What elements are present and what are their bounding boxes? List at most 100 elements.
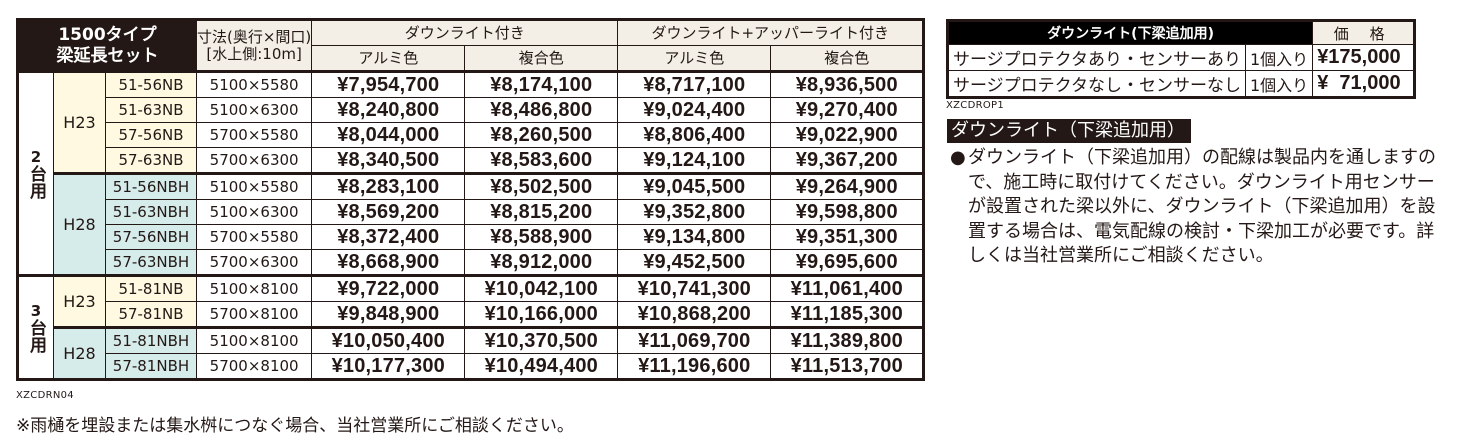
dimensions: 5700×8100 xyxy=(195,301,313,328)
option-name: サージプロテクタあり・センサーあり xyxy=(947,44,1246,71)
option-quantity: 1個入り xyxy=(1244,70,1314,98)
price-cell: ¥8,240,800 xyxy=(311,97,466,123)
height-group-label: H23 xyxy=(53,70,106,174)
model-code: 57-56NBH xyxy=(105,224,197,250)
dimensions: 5700×6300 xyxy=(195,249,313,276)
price-cell: ¥11,513,700 xyxy=(770,353,925,380)
price-cell: ¥9,722,000 xyxy=(311,274,466,302)
color-header-aluminum: アルミ色 xyxy=(311,45,466,72)
model-code: 51-63NB xyxy=(105,97,197,123)
price-cell: ¥10,050,400 xyxy=(311,326,466,354)
dimension-header: 寸法(奥行×間口) [水上側:10m] xyxy=(195,19,313,72)
price-cell: ¥10,370,500 xyxy=(464,326,619,354)
price-cell: ¥11,389,800 xyxy=(770,326,925,354)
height-group-label: H28 xyxy=(53,326,106,380)
option-price: ¥175,000 xyxy=(1312,44,1416,71)
price-cell: ¥9,452,500 xyxy=(617,249,772,276)
price-cell: ¥8,717,100 xyxy=(617,70,772,98)
unit-count-text: 台用 xyxy=(26,164,46,199)
main-price-table-container: 1500タイプ 梁延長セット 寸法(奥行×間口) [水上側:10m] ダウンライ… xyxy=(16,18,926,381)
table-row: 57-63NBH 5700×6300 ¥8,668,900 ¥8,912,000… xyxy=(18,249,925,276)
price-cell: ¥9,264,900 xyxy=(770,172,925,200)
price-cell: ¥7,954,700 xyxy=(311,70,466,98)
price-cell: ¥11,061,400 xyxy=(770,274,925,302)
option-table-container: ダウンライト(下梁追加用) 価 格 サージプロテクタあり・センサーあり 1個入り… xyxy=(946,19,1417,99)
table-row: H28 51-81NBH 5100×8100 ¥10,050,400 ¥10,3… xyxy=(18,326,925,380)
price-cell: ¥8,260,500 xyxy=(464,122,619,148)
table-row: 57-81NBH 5700×8100 ¥10,177,300 ¥10,494,4… xyxy=(18,353,925,380)
price-cell: ¥8,340,500 xyxy=(311,147,466,174)
note-paragraph: ● ダウンライト（下梁追加用）の配線は製品内を通しますので、施工時に取付けてくだ… xyxy=(950,146,1450,269)
unit-count-label: 2 台用 xyxy=(17,70,54,276)
height-group-label: H28 xyxy=(53,172,106,276)
dimensions: 5100×6300 xyxy=(195,97,313,123)
price-cell: ¥8,486,800 xyxy=(464,97,619,123)
price-cell: ¥10,042,100 xyxy=(464,274,619,302)
price-cell: ¥8,583,600 xyxy=(464,147,619,174)
price-cell: ¥9,351,300 xyxy=(770,224,925,250)
dimensions: 5700×8100 xyxy=(195,353,313,380)
unit-count-number: 2 xyxy=(30,147,42,166)
table-row: サージプロテクタなし・センサーなし 1個入り ¥ 71,000 xyxy=(947,70,1416,98)
model-code: 57-81NB xyxy=(105,301,197,328)
bullet-icon: ● xyxy=(950,147,966,168)
table-row: 57-81NB 5700×8100 ¥9,848,900 ¥10,166,000… xyxy=(18,301,925,328)
table-row: 3 台用 H23 51-81NB 5100×8100 ¥9,722,000 ¥1… xyxy=(17,274,925,380)
price-cell: ¥11,069,700 xyxy=(617,326,772,354)
option-table-header: ダウンライト(下梁追加用) xyxy=(946,20,1314,45)
price-cell: ¥8,283,100 xyxy=(311,172,466,200)
option-price-table: ダウンライト(下梁追加用) 価 格 サージプロテクタあり・センサーあり 1個入り… xyxy=(946,19,1417,99)
price-cell: ¥10,868,200 xyxy=(617,301,772,328)
price-cell: ¥9,134,800 xyxy=(617,224,772,250)
price-header: 価 格 xyxy=(1312,20,1416,45)
table-row: 57-63NB 5700×6300 ¥8,340,500 ¥8,583,600 … xyxy=(18,147,925,174)
table-title: 1500タイプ 梁延長セット xyxy=(17,19,197,72)
dimensions: 5100×5580 xyxy=(195,172,313,200)
price-cell: ¥8,588,900 xyxy=(464,224,619,250)
price-cell: ¥8,174,100 xyxy=(464,70,619,98)
note-text: ダウンライト（下梁追加用）の配線は製品内を通しますので、施工時に取付けてください… xyxy=(968,147,1436,266)
price-cell: ¥8,815,200 xyxy=(464,199,619,225)
height-group-label: H23 xyxy=(53,274,106,328)
price-cell: ¥11,196,600 xyxy=(617,353,772,380)
model-code: 57-56NB xyxy=(105,122,197,148)
unit-count-text: 台用 xyxy=(26,318,46,353)
unit-count-number: 3 xyxy=(30,301,42,320)
main-price-table: 1500タイプ 梁延長セット 寸法(奥行×間口) [水上側:10m] ダウンライ… xyxy=(16,18,926,381)
price-cell: ¥8,936,500 xyxy=(770,70,925,98)
dimension-header-line2: [水上側:10m] xyxy=(206,44,302,63)
main-table-code: XZCDRN04 xyxy=(16,390,74,401)
table-title-line1: 1500タイプ xyxy=(58,24,157,45)
table-title-line2: 梁延長セット xyxy=(56,45,159,66)
model-code: 51-81NB xyxy=(105,274,197,302)
table-row: サージプロテクタあり・センサーあり 1個入り ¥175,000 xyxy=(947,44,1416,71)
price-cell: ¥9,124,100 xyxy=(617,147,772,174)
price-cell: ¥8,502,500 xyxy=(464,172,619,200)
price-cell: ¥9,270,400 xyxy=(770,97,925,123)
price-cell: ¥8,372,400 xyxy=(311,224,466,250)
color-header-composite: 複合色 xyxy=(464,45,619,72)
dimensions: 5100×6300 xyxy=(195,199,313,225)
price-cell: ¥8,668,900 xyxy=(311,249,466,276)
model-code: 57-63NB xyxy=(105,147,197,174)
color-header-aluminum: アルミ色 xyxy=(617,45,772,72)
price-cell: ¥8,912,000 xyxy=(464,249,619,276)
dimensions: 5700×5580 xyxy=(195,224,313,250)
dimensions: 5100×5580 xyxy=(195,70,313,98)
table-row: H28 51-56NBH 5100×5580 ¥8,283,100 ¥8,502… xyxy=(18,172,925,276)
dimensions: 5100×8100 xyxy=(195,274,313,302)
price-cell: ¥10,494,400 xyxy=(464,353,619,380)
price-cell: ¥9,024,400 xyxy=(617,97,772,123)
option-table-code: XZCDROP1 xyxy=(946,100,1004,111)
color-header-composite: 複合色 xyxy=(770,45,925,72)
price-cell: ¥8,806,400 xyxy=(617,122,772,148)
price-cell: ¥11,185,300 xyxy=(770,301,925,328)
model-code: 51-81NBH xyxy=(105,326,197,354)
price-cell: ¥8,569,200 xyxy=(311,199,466,225)
price-cell: ¥10,166,000 xyxy=(464,301,619,328)
table-row: 2 台用 H23 51-56NB 5100×5580 ¥7,954,700 ¥8… xyxy=(17,70,925,276)
price-cell: ¥9,352,800 xyxy=(617,199,772,225)
price-cell: ¥10,177,300 xyxy=(311,353,466,380)
price-cell: ¥9,848,900 xyxy=(311,301,466,328)
option-quantity: 1個入り xyxy=(1244,44,1314,71)
